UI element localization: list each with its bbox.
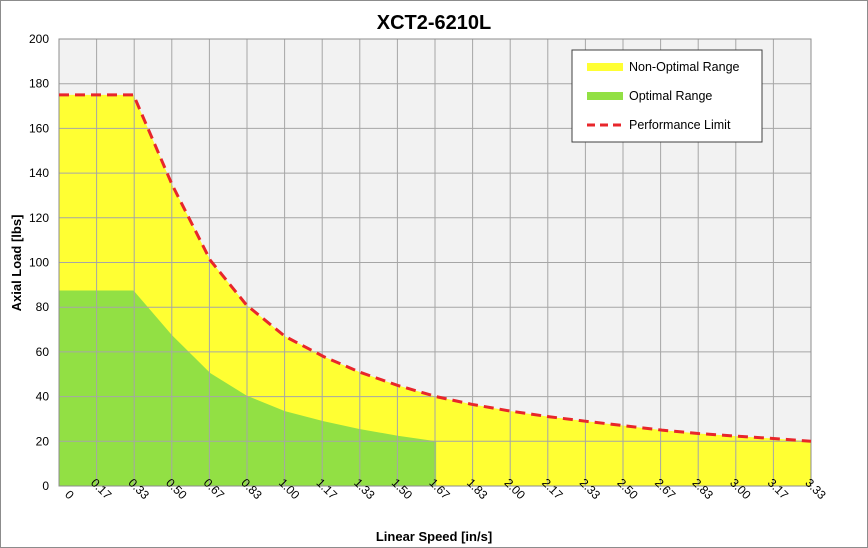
legend-non-optimal-label: Non-Optimal Range <box>629 60 740 74</box>
y-tick-label: 160 <box>29 121 49 135</box>
y-tick-label: 200 <box>29 32 49 46</box>
plot-border <box>58 38 812 487</box>
area-optimal-range <box>59 290 437 486</box>
y-axis-title: Axial Load [lbs] <box>9 215 24 312</box>
legend-optimal-label: Optimal Range <box>629 89 712 103</box>
y-axis-ticks: 0 20 40 60 80 100 120 140 160 180 200 <box>29 32 49 493</box>
x-axis-title: Linear Speed [in/s] <box>376 529 492 544</box>
line-performance-limit <box>59 93 812 443</box>
chart-title: XCT2-6210L <box>377 12 492 34</box>
legend-limit-label: Performance Limit <box>629 118 731 132</box>
y-tick-label: 140 <box>29 166 49 180</box>
y-tick-label: 20 <box>36 434 50 448</box>
legend: Non-Optimal Range Optimal Range Performanc… <box>571 49 763 143</box>
y-tick-label: 100 <box>29 256 49 270</box>
y-tick-label: 180 <box>29 77 49 91</box>
y-tick-label: 40 <box>36 390 50 404</box>
x-tick-label: 0 <box>62 487 77 502</box>
y-tick-label: 120 <box>29 211 49 225</box>
y-tick-label: 60 <box>36 345 50 359</box>
y-tick-label: 0 <box>42 479 49 493</box>
legend-optimal-swatch <box>587 92 623 100</box>
legend-non-optimal-swatch <box>587 63 623 71</box>
y-tick-label: 80 <box>36 300 50 314</box>
